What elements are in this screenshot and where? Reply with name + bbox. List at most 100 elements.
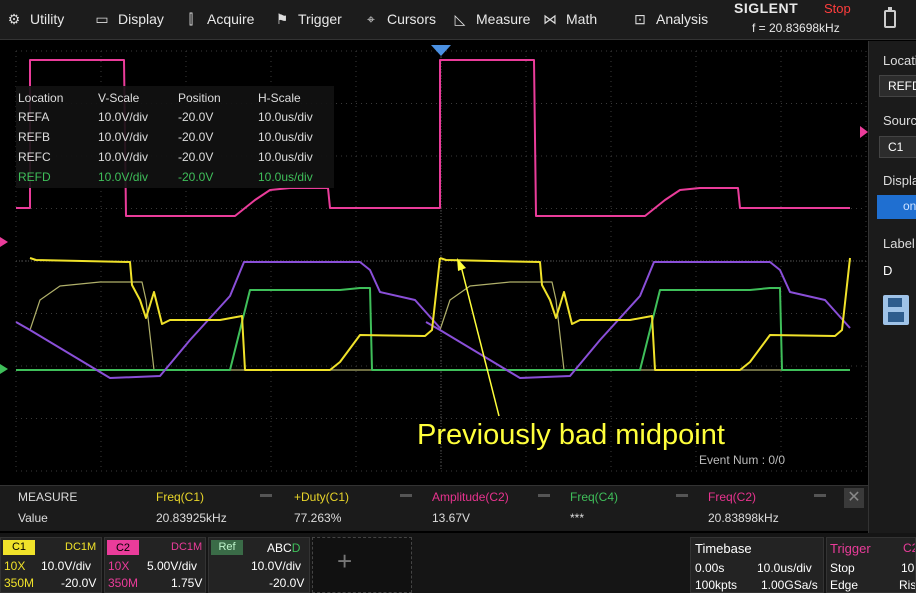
ref-hscale: 10.0us/div [258, 170, 313, 184]
menu-utility[interactable]: ⚙ Utility [4, 0, 65, 38]
close-icon[interactable]: ✕ [844, 488, 864, 508]
panel-display-label: Display [883, 173, 916, 188]
trace-channel-3 [425, 261, 851, 379]
brand-area: SIGLENT Stop f = 20.83698kHz [714, 0, 866, 40]
measure-value: 20.83925kHz [156, 511, 227, 525]
panel-label-label: Label [883, 236, 915, 251]
measure-remove-icon[interactable] [814, 494, 826, 497]
channel-1-offset: -20.0V [61, 576, 97, 590]
reference-selected: ABCD [267, 541, 300, 555]
brand-logo: SIGLENT [734, 0, 799, 16]
measure-remove-icon[interactable] [538, 494, 550, 497]
channel-2-box[interactable]: C2 DC1M 10X 5.00V/div 350M 1.75V [104, 537, 206, 593]
timebase-delay: 0.00s [695, 561, 725, 575]
channel-2-scale: 5.00V/div [147, 559, 198, 573]
measure-bar: MEASURE Value Freq(C1) 20.83925kHz +Duty… [0, 485, 868, 531]
ref-table-row: REFA 10.0V/div -20.0V 10.0us/div [16, 107, 334, 127]
trigger-state: Stop [830, 561, 855, 575]
ref-offset-marker [0, 364, 8, 374]
trace-channel-2 [426, 59, 850, 217]
measure-value: *** [570, 511, 585, 525]
trigger-box[interactable]: Trigger C2 Stop 10 Edge Ris [826, 537, 916, 593]
annotation-text: Previously bad midpoint [417, 419, 725, 451]
menu-measure[interactable]: ◺ Measure [450, 0, 531, 38]
measure-remove-icon[interactable] [400, 494, 412, 497]
math-icon: ⋈ [543, 10, 557, 27]
panel-source-select[interactable]: C1 [879, 136, 916, 158]
trace-channel-4 [426, 287, 850, 371]
trigger-source: C2 [903, 541, 915, 555]
measure-title: MEASURE [18, 490, 78, 504]
ref-position: -20.0V [178, 130, 214, 144]
timebase-box[interactable]: Timebase 0.00s 10.0us/div 100kpts 1.00GS… [690, 537, 824, 593]
menu-analysis[interactable]: ⊡ Analysis [630, 0, 708, 38]
trigger-type: Edge [830, 578, 859, 592]
measure-value: 20.83898kHz [708, 511, 779, 525]
annotation-arrow [460, 265, 500, 417]
ref-table-row-active: REFD 10.0V/div -20.0V 10.0us/div [16, 167, 334, 187]
measure-label[interactable]: Amplitude(C2) [432, 490, 509, 504]
measure-label[interactable]: +Duty(C1) [294, 490, 350, 504]
battery-icon [884, 7, 896, 28]
channel-1-box[interactable]: C1 DC1M 10X 10.0V/div 350M -20.0V [0, 537, 102, 593]
measure-label[interactable]: Freq(C2) [708, 490, 757, 504]
panel-label-value[interactable]: D [883, 263, 893, 278]
measure-label[interactable]: Freq(C4) [570, 490, 619, 504]
ref-hscale: 10.0us/div [258, 150, 313, 164]
menu-cursors[interactable]: ⌖ Cursors [361, 0, 436, 38]
reference-box[interactable]: Ref ABCD 10.0V/div -20.0V [208, 537, 310, 593]
trigger-position-marker [431, 45, 451, 56]
channel-1-probe: 10X [4, 559, 26, 573]
trace-channel-3 [15, 261, 441, 379]
reference-info-table: Location V-Scale Position H-Scale REFA 1… [16, 86, 334, 188]
trace-channel-4 [16, 287, 440, 371]
annotation-arrowhead [457, 258, 466, 271]
measure-value: 13.67V [432, 511, 471, 525]
measure-label[interactable]: Freq(C1) [156, 490, 205, 504]
waveform-canvas [0, 45, 868, 472]
menu-utility-label: Utility [30, 11, 65, 27]
save-icon[interactable] [883, 295, 909, 325]
reference-sel-d: D [291, 541, 301, 555]
trace-channel-2 [16, 59, 440, 217]
channel-bar: C1 DC1M 10X 10.0V/div 350M -20.0V C2 DC1… [0, 533, 916, 593]
ref-vscale: 10.0V/div [98, 130, 149, 144]
ref-position: -20.0V [178, 150, 214, 164]
frequency-counter: f = 20.83698kHz [752, 21, 840, 35]
channel-2-tag: C2 [107, 540, 139, 555]
ref-side-panel: Location REFD Source C1 Display on Label… [868, 41, 916, 533]
timebase-title: Timebase [695, 541, 752, 556]
panel-source-label: Source [883, 113, 916, 128]
menu-acquire[interactable]: ⫿ Acquire [181, 0, 255, 38]
ref-vscale: 10.0V/div [98, 150, 149, 164]
menu-trigger[interactable]: ⚑ Trigger [272, 0, 342, 38]
reference-offset: -20.0V [269, 576, 305, 590]
ref-hscale: 10.0us/div [258, 110, 313, 124]
flag-icon: ⚑ [275, 10, 289, 27]
add-channel-box[interactable]: + [312, 537, 412, 593]
channel-1-coupling: DC1M [65, 541, 97, 553]
measure-remove-icon[interactable] [676, 494, 688, 497]
menu-cursors-label: Cursors [387, 11, 437, 27]
menu-math[interactable]: ⋈ Math [540, 0, 597, 38]
menu-display[interactable]: ▭ Display [92, 0, 164, 38]
panel-display-toggle[interactable]: on [877, 195, 916, 219]
waveform-display[interactable]: Location V-Scale Position H-Scale REFA 1… [0, 41, 868, 481]
ref-location: REFB [18, 130, 51, 144]
measure-remove-icon[interactable] [260, 494, 272, 497]
ref-table-header: Location V-Scale Position H-Scale [16, 88, 334, 108]
measure-value: 77.263% [294, 511, 342, 525]
run-status[interactable]: Stop [824, 1, 851, 16]
trigger-level-marker [860, 126, 868, 138]
menu-trigger-label: Trigger [298, 11, 342, 27]
ref-location: REFA [18, 110, 50, 124]
panel-location-select[interactable]: REFD [879, 75, 916, 97]
channel-2-bandwidth: 350M [108, 576, 139, 590]
ref-table-row: REFC 10.0V/div -20.0V 10.0us/div [16, 147, 334, 167]
ref-table-row: REFB 10.0V/div -20.0V 10.0us/div [16, 127, 334, 147]
reference-sel-abc: ABC [267, 541, 292, 555]
ref-header-hscale: H-Scale [258, 91, 301, 105]
channel-1-tag: C1 [3, 540, 35, 555]
timebase-points: 100kpts [695, 578, 738, 592]
reference-scale: 10.0V/div [251, 559, 302, 573]
